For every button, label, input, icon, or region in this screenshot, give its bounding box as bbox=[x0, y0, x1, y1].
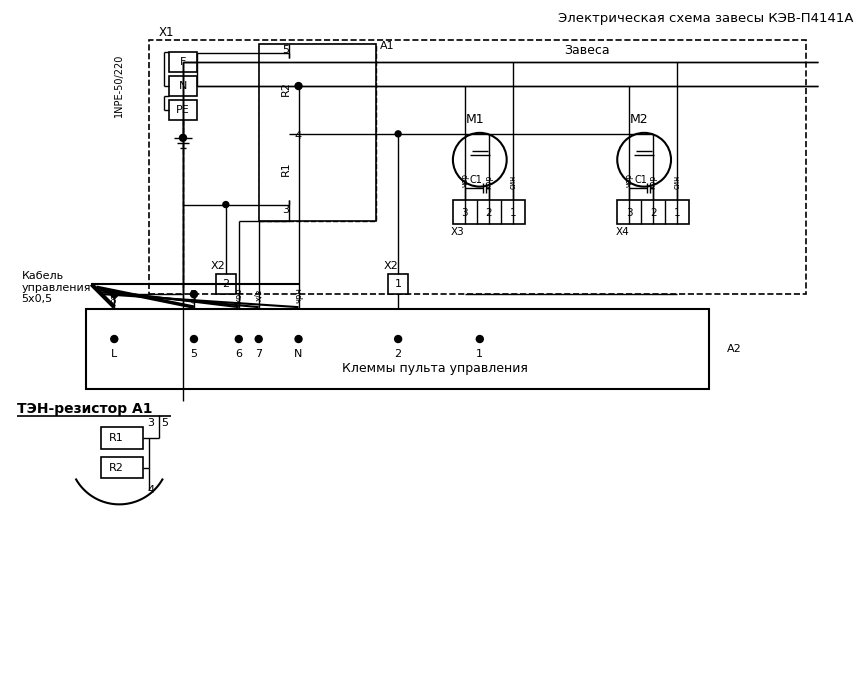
Text: R1: R1 bbox=[109, 433, 124, 442]
Text: C1: C1 bbox=[634, 175, 647, 185]
Bar bbox=[271, 58, 300, 120]
Text: 4: 4 bbox=[294, 131, 302, 141]
Bar bbox=[259, 44, 376, 221]
Text: X2: X2 bbox=[211, 261, 225, 271]
Circle shape bbox=[255, 336, 262, 342]
Text: 1: 1 bbox=[509, 207, 516, 218]
Circle shape bbox=[236, 336, 243, 342]
Text: R2: R2 bbox=[280, 81, 291, 96]
Text: L: L bbox=[111, 349, 118, 359]
Bar bbox=[216, 274, 236, 294]
Text: Электрическая схема завесы КЭВ-П4141А: Электрическая схема завесы КЭВ-П4141А bbox=[558, 12, 853, 25]
Text: 3: 3 bbox=[626, 207, 632, 218]
Circle shape bbox=[190, 336, 198, 342]
Text: A2: A2 bbox=[727, 344, 741, 354]
Bar bbox=[453, 200, 525, 225]
Text: син: син bbox=[508, 174, 517, 189]
Text: 2: 2 bbox=[650, 207, 656, 218]
Text: 5: 5 bbox=[161, 418, 168, 428]
Text: чер: чер bbox=[460, 173, 470, 187]
Text: 1: 1 bbox=[395, 279, 402, 289]
Bar bbox=[388, 274, 408, 294]
Text: ТЭН-резистор А1: ТЭН-резистор А1 bbox=[16, 402, 152, 415]
Circle shape bbox=[111, 336, 118, 342]
Text: F: F bbox=[180, 57, 186, 67]
Bar bbox=[169, 52, 197, 72]
Text: R2: R2 bbox=[109, 462, 124, 473]
Text: X1: X1 bbox=[159, 25, 175, 39]
Circle shape bbox=[476, 336, 483, 342]
Text: 1NPE-50/220: 1NPE-50/220 bbox=[114, 53, 124, 116]
Text: 4: 4 bbox=[147, 486, 154, 495]
Text: M1: M1 bbox=[466, 114, 484, 126]
Text: х/з: х/з bbox=[255, 289, 263, 301]
Text: син: син bbox=[189, 287, 199, 303]
Text: A1: A1 bbox=[380, 41, 395, 51]
Text: чер: чер bbox=[624, 173, 634, 187]
Text: 1: 1 bbox=[673, 207, 680, 218]
Circle shape bbox=[190, 291, 198, 298]
Text: C1: C1 bbox=[470, 175, 482, 185]
Text: 5: 5 bbox=[282, 45, 289, 55]
Circle shape bbox=[395, 336, 402, 342]
Text: PE: PE bbox=[176, 105, 190, 115]
Text: 2: 2 bbox=[222, 279, 230, 289]
Bar bbox=[271, 138, 300, 200]
Text: 7: 7 bbox=[255, 349, 262, 359]
Bar bbox=[149, 40, 807, 294]
Text: 3: 3 bbox=[462, 207, 468, 218]
Text: N: N bbox=[294, 349, 303, 359]
Circle shape bbox=[395, 131, 401, 137]
Circle shape bbox=[180, 134, 187, 141]
Bar bbox=[101, 457, 143, 478]
Bar bbox=[86, 309, 709, 389]
Circle shape bbox=[111, 291, 118, 298]
Text: кор: кор bbox=[648, 174, 658, 189]
Text: 3: 3 bbox=[282, 205, 289, 214]
Text: кор: кор bbox=[484, 174, 494, 189]
Text: Завеса: Завеса bbox=[564, 43, 610, 56]
Text: сер: сер bbox=[110, 287, 119, 303]
Bar bbox=[101, 426, 143, 449]
Text: 2: 2 bbox=[395, 349, 402, 359]
Text: 6: 6 bbox=[236, 349, 243, 359]
Circle shape bbox=[295, 336, 302, 342]
Bar bbox=[617, 200, 689, 225]
Circle shape bbox=[223, 202, 229, 207]
Text: Клеммы пульта управления: Клеммы пульта управления bbox=[342, 362, 528, 376]
Circle shape bbox=[295, 83, 302, 90]
Text: X2: X2 bbox=[384, 261, 398, 271]
Text: 1: 1 bbox=[476, 349, 483, 359]
Text: 5: 5 bbox=[190, 349, 198, 359]
Text: кор: кор bbox=[234, 287, 243, 303]
Text: M2: M2 bbox=[630, 114, 648, 126]
Text: X4: X4 bbox=[615, 227, 629, 238]
Bar bbox=[169, 76, 197, 96]
Text: R1: R1 bbox=[280, 161, 291, 176]
Text: чрн: чрн bbox=[294, 287, 303, 303]
Text: N: N bbox=[179, 81, 187, 91]
Text: 3: 3 bbox=[147, 418, 154, 428]
Text: X3: X3 bbox=[451, 227, 464, 238]
Text: Кабель
управления
5x0,5: Кабель управления 5x0,5 bbox=[22, 271, 91, 304]
Circle shape bbox=[285, 130, 292, 138]
Bar bbox=[169, 100, 197, 120]
Text: 2: 2 bbox=[485, 207, 492, 218]
Text: син: син bbox=[673, 174, 681, 189]
Bar bbox=[259, 44, 376, 221]
